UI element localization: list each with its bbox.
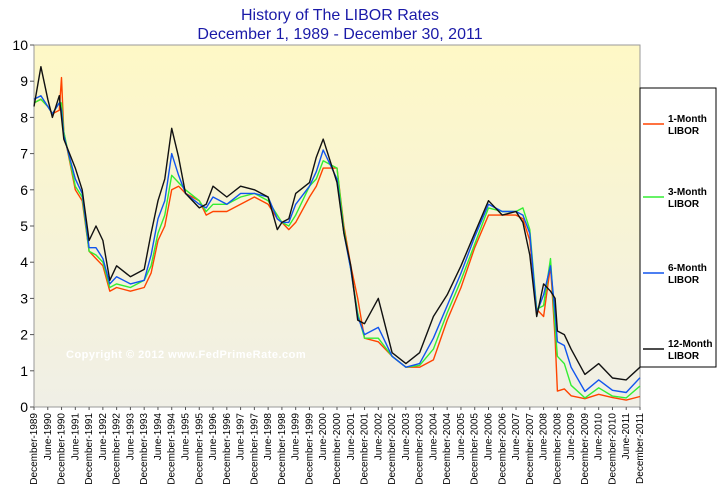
x-tick-label: December-1994 xyxy=(167,413,178,485)
legend-box xyxy=(639,87,717,368)
x-tick-label: June-2011 xyxy=(621,413,632,460)
x-tick-label: December-2001 xyxy=(360,413,371,485)
x-tick-label: December-2008 xyxy=(552,413,563,485)
x-tick-label: December-2005 xyxy=(470,413,481,485)
y-tick-label: 0 xyxy=(20,399,28,415)
x-tick-label: June-1994 xyxy=(153,413,164,461)
legend-label: 1-Month LIBOR xyxy=(668,114,707,137)
x-tick-label: June-2004 xyxy=(428,413,439,461)
y-tick-label: 2 xyxy=(20,327,28,343)
x-tick-label: June-2000 xyxy=(318,413,329,461)
copyright-watermark: Copyright © 2012 www.FedPrimeRate.com xyxy=(66,349,306,361)
y-tick-label: 8 xyxy=(20,109,28,125)
x-tick-label: December-2000 xyxy=(332,413,343,485)
x-tick-label: December-1995 xyxy=(194,413,205,485)
x-tick-label: June-1991 xyxy=(70,413,81,461)
y-tick-label: 10 xyxy=(12,37,28,53)
x-tick-label: December-1999 xyxy=(304,413,315,485)
y-tick-label: 7 xyxy=(20,146,28,162)
x-tick-label: June-2005 xyxy=(456,413,467,461)
legend-label: 12-Month LIBOR xyxy=(668,339,712,362)
series-line-4 xyxy=(33,65,641,381)
y-axis: 0 1 2 3 4 5 6 7 8 9 10 xyxy=(12,37,34,415)
x-tick-label: December-1997 xyxy=(249,413,260,485)
x-tick-label: June-1996 xyxy=(208,413,219,461)
y-tick-label: 1 xyxy=(20,363,28,379)
chart-subtitle: December 1, 1989 - December 30, 2011 xyxy=(197,26,482,43)
x-tick-label: December-2010 xyxy=(607,413,618,485)
x-tick-label: December-2004 xyxy=(442,413,453,485)
x-tick-label: December-1996 xyxy=(222,413,233,485)
x-tick-label: December-2006 xyxy=(497,413,508,485)
x-tick-label: December-2003 xyxy=(415,413,426,485)
x-tick-label: June-1997 xyxy=(236,413,247,461)
x-tick-label: December-1989 xyxy=(29,413,40,485)
plot-area xyxy=(33,44,641,408)
x-tick-label: December-1990 xyxy=(57,413,68,485)
x-tick-label: December-2007 xyxy=(525,413,536,485)
x-tick-label: December-2009 xyxy=(580,413,591,485)
legend: 1-Month LIBOR 3-Month LIBOR 6-Month LIBOR 12-M… xyxy=(643,114,712,362)
x-tick-label: December-1992 xyxy=(112,413,123,485)
x-tick-label: June-1998 xyxy=(263,413,274,461)
chart-title: History of The LIBOR Rates xyxy=(241,7,439,24)
x-tick-label: December-1998 xyxy=(277,413,288,485)
x-tick-label: June-1995 xyxy=(181,413,192,461)
y-tick-label: 9 xyxy=(20,73,28,89)
x-tick-label: June-1993 xyxy=(125,413,136,461)
y-tick-label: 5 xyxy=(20,218,28,234)
x-tick-label: June-2010 xyxy=(594,413,605,461)
x-tick-label: December-2011 xyxy=(635,413,646,484)
y-tick-label: 4 xyxy=(20,254,28,270)
x-tick-label: December-2002 xyxy=(387,413,398,485)
x-axis: December-1989 June-1990 December-1990 June-… xyxy=(29,407,646,485)
x-tick-label: June-2003 xyxy=(401,413,412,461)
x-tick-label: June-2001 xyxy=(346,413,357,461)
x-tick-label: December-1993 xyxy=(139,413,150,485)
x-tick-label: June-2009 xyxy=(566,413,577,461)
x-tick-label: June-2007 xyxy=(511,413,522,461)
x-tick-label: June-1990 xyxy=(43,413,54,461)
y-tick-label: 6 xyxy=(20,182,28,198)
x-tick-label: June-2002 xyxy=(373,413,384,461)
y-tick-label: 3 xyxy=(20,290,28,306)
x-tick-label: June-2006 xyxy=(484,413,495,461)
x-tick-label: June-1992 xyxy=(98,413,109,461)
legend-label: 3-Month LIBOR xyxy=(668,187,707,210)
x-tick-label: June-2008 xyxy=(539,413,550,461)
x-tick-label: December-1991 xyxy=(84,413,95,485)
x-tick-label: June-1999 xyxy=(291,413,302,461)
series-layer xyxy=(33,65,641,401)
legend-label: 6-Month LIBOR xyxy=(668,263,707,286)
